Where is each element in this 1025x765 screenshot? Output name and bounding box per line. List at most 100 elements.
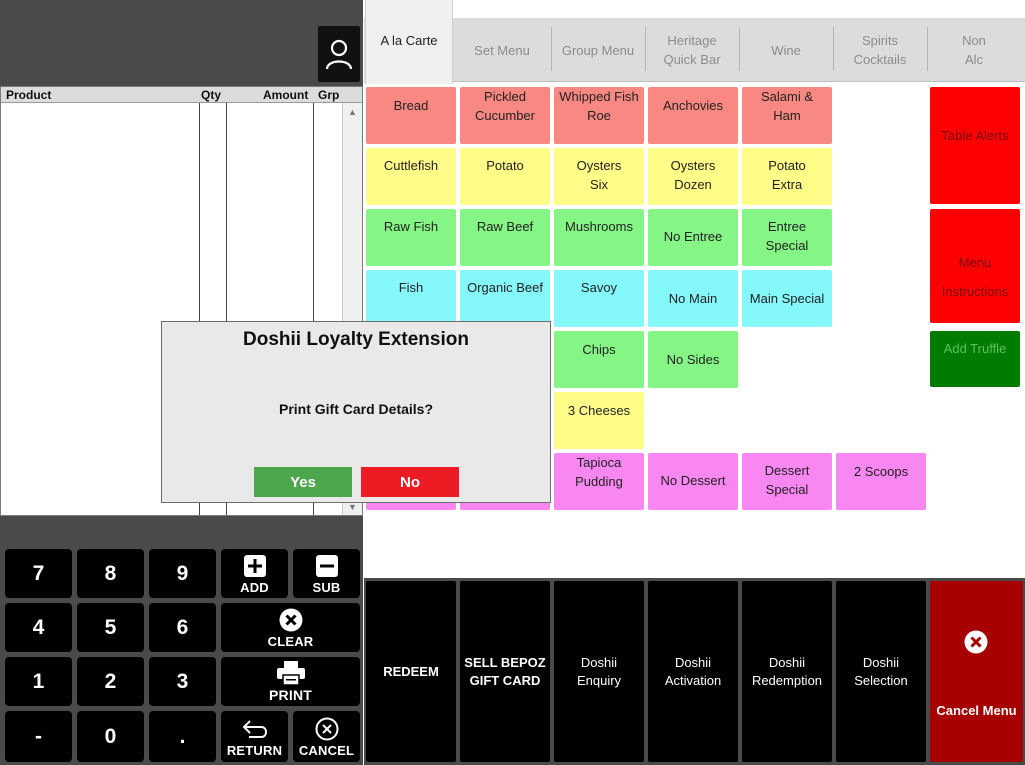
table-alerts-button[interactable]: Table Alerts bbox=[930, 87, 1020, 204]
tab-set-menu[interactable]: Set Menu bbox=[456, 18, 548, 82]
add-truffle-label: Add Truffle bbox=[943, 341, 1007, 356]
menu-instructions-button[interactable]: Menu Instructions bbox=[930, 209, 1020, 323]
print-button[interactable]: PRINT bbox=[221, 657, 360, 706]
user-button[interactable] bbox=[318, 26, 360, 82]
plus-box-icon bbox=[243, 553, 266, 579]
cancel-button[interactable]: CANCEL bbox=[293, 711, 360, 762]
key-3[interactable]: 3 bbox=[149, 657, 216, 706]
doshii-selection-button[interactable]: Doshii Selection bbox=[836, 581, 926, 762]
menu-item-no-main[interactable]: No Main bbox=[648, 270, 738, 327]
sub-button[interactable]: SUB bbox=[293, 549, 360, 598]
tab-divider bbox=[645, 27, 646, 71]
menu-item-potato-extra[interactable]: Potato Extra bbox=[742, 148, 832, 205]
redeem-button[interactable]: REDEEM bbox=[366, 581, 456, 762]
menu-item-label: Salami & Ham bbox=[760, 89, 814, 123]
column-header-qty[interactable]: Qty bbox=[201, 88, 222, 102]
key-9[interactable]: 9 bbox=[149, 549, 216, 598]
doshii-activation-button[interactable]: Doshii Activation bbox=[648, 581, 738, 762]
menu-item-mushrooms[interactable]: Mushrooms bbox=[554, 209, 644, 266]
column-header-amount[interactable]: Amount bbox=[263, 88, 309, 102]
column-header-grp[interactable]: Grp bbox=[318, 88, 340, 102]
menu-item-bread[interactable]: Bread bbox=[366, 87, 456, 144]
menu-item-label: 2 Scoops bbox=[853, 464, 909, 479]
tab-label: Set Menu bbox=[474, 42, 530, 58]
cancel-menu-label: Cancel Menu bbox=[936, 703, 1017, 718]
key-dot[interactable]: . bbox=[149, 711, 216, 762]
doshii-redemption-button[interactable]: Doshii Redemption bbox=[742, 581, 832, 762]
menu-item-savoy[interactable]: Savoy bbox=[554, 270, 644, 327]
tab-divider bbox=[551, 27, 552, 71]
menu-item-pickled-cucumber[interactable]: Pickled Cucumber bbox=[460, 87, 550, 144]
tab-spirits-cocktails[interactable]: Spirits Cocktails bbox=[834, 18, 926, 82]
user-icon bbox=[325, 39, 353, 70]
tab-label: A la Carte bbox=[380, 33, 438, 48]
menu-item-entree-special[interactable]: Entree Special bbox=[742, 209, 832, 266]
menu-item-organic-beef[interactable]: Organic Beef bbox=[460, 270, 550, 327]
menu-item-label: Main Special bbox=[749, 291, 825, 306]
key-2[interactable]: 2 bbox=[77, 657, 144, 706]
menu-item-whipped-fish-roe[interactable]: Whipped Fish Roe bbox=[554, 87, 644, 144]
menu-item-salami-ham[interactable]: Salami & Ham bbox=[742, 87, 832, 144]
menu-item-raw-beef[interactable]: Raw Beef bbox=[460, 209, 550, 266]
cancel-menu-button[interactable]: Cancel Menu bbox=[930, 581, 1023, 762]
add-label: ADD bbox=[240, 579, 269, 595]
key-1[interactable]: 1 bbox=[5, 657, 72, 706]
menu-item-tapioca-pudding[interactable]: Tapioca Pudding bbox=[554, 453, 644, 510]
doshii-enquiry-label: Doshii Enquiry bbox=[576, 654, 622, 688]
menu-item-no-entree[interactable]: No Entree bbox=[648, 209, 738, 266]
doshii-enquiry-button[interactable]: Doshii Enquiry bbox=[554, 581, 644, 762]
doshii-redemption-label: Doshii Redemption bbox=[751, 654, 823, 688]
key-5[interactable]: 5 bbox=[77, 603, 144, 652]
menu-item-oysters-dozen[interactable]: Oysters Dozen bbox=[648, 148, 738, 205]
menu-item-fish[interactable]: Fish bbox=[366, 270, 456, 327]
menu-item-oysters-six[interactable]: Oysters Six bbox=[554, 148, 644, 205]
menu-item-no-sides[interactable]: No Sides bbox=[648, 331, 738, 388]
dialog-yes-button[interactable]: Yes bbox=[254, 467, 352, 497]
menu-item-no-dessert[interactable]: No Dessert bbox=[648, 453, 738, 510]
tab-a-la-carte[interactable]: A la Carte bbox=[365, 0, 453, 84]
return-button[interactable]: RETURN bbox=[221, 711, 288, 762]
add-truffle-button[interactable]: Add Truffle bbox=[930, 331, 1020, 387]
menu-item-chips[interactable]: Chips bbox=[554, 331, 644, 388]
key-0[interactable]: 0 bbox=[77, 711, 144, 762]
doshii-activation-label: Doshii Activation bbox=[664, 654, 722, 688]
key-label: 2 bbox=[104, 669, 117, 693]
scroll-down-icon[interactable]: ▼ bbox=[348, 501, 357, 512]
menu-item-anchovies[interactable]: Anchovies bbox=[648, 87, 738, 144]
menu-item-label: No Dessert bbox=[660, 473, 726, 488]
menu-item-cuttlefish[interactable]: Cuttlefish bbox=[366, 148, 456, 205]
clear-label: CLEAR bbox=[267, 633, 314, 649]
sub-label: SUB bbox=[312, 579, 341, 595]
menu-item-raw-fish[interactable]: Raw Fish bbox=[366, 209, 456, 266]
clear-button[interactable]: CLEAR bbox=[221, 603, 360, 652]
menu-item-dessert-special[interactable]: Dessert Special bbox=[742, 453, 832, 510]
add-button[interactable]: ADD bbox=[221, 549, 288, 598]
dialog-message: Print Gift Card Details? bbox=[278, 401, 434, 417]
cancel-label: CANCEL bbox=[298, 742, 355, 758]
column-header-product[interactable]: Product bbox=[6, 88, 52, 102]
x-circle-icon bbox=[279, 607, 303, 633]
tab-group-menu[interactable]: Group Menu bbox=[552, 18, 644, 82]
menu-item-potato[interactable]: Potato bbox=[460, 148, 550, 205]
menu-item-main-special[interactable]: Main Special bbox=[742, 270, 832, 327]
scroll-up-icon[interactable]: ▲ bbox=[348, 106, 357, 117]
tab-heritage-quick-bar[interactable]: Heritage Quick Bar bbox=[646, 18, 738, 82]
tab-label: Wine bbox=[771, 42, 801, 58]
menu-item-2-scoops[interactable]: 2 Scoops bbox=[836, 453, 926, 510]
key-6[interactable]: 6 bbox=[149, 603, 216, 652]
tab-wine[interactable]: Wine bbox=[740, 18, 832, 82]
key-4[interactable]: 4 bbox=[5, 603, 72, 652]
key-8[interactable]: 8 bbox=[77, 549, 144, 598]
column-divider bbox=[313, 103, 314, 515]
key-minus[interactable]: - bbox=[5, 711, 72, 762]
key-label: 6 bbox=[176, 615, 189, 639]
tab-non-alc[interactable]: Non Alc bbox=[928, 18, 1020, 82]
key-label: - bbox=[35, 724, 42, 748]
menu-item-label: Cuttlefish bbox=[383, 158, 439, 173]
dialog-no-button[interactable]: No bbox=[361, 467, 459, 497]
key-7[interactable]: 7 bbox=[5, 549, 72, 598]
minus-box-icon bbox=[315, 553, 338, 579]
menu-item-3-cheeses[interactable]: 3 Cheeses bbox=[554, 392, 644, 449]
sell-gift-card-button[interactable]: SELL BEPOZ GIFT CARD bbox=[460, 581, 550, 762]
key-label: 9 bbox=[176, 561, 189, 585]
